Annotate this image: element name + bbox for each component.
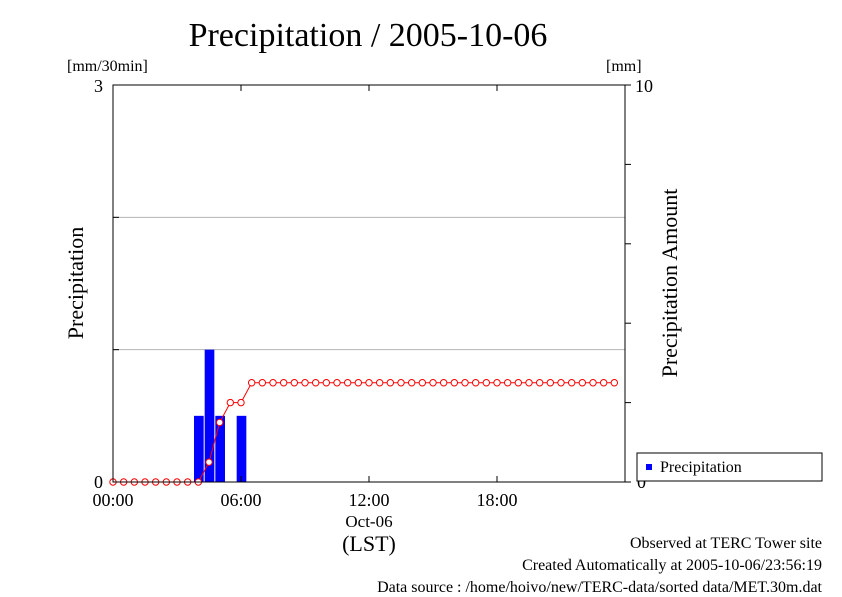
cumulative-point bbox=[439, 379, 448, 387]
cumulative-point bbox=[258, 379, 267, 387]
cumulative-point bbox=[418, 379, 427, 387]
cumulative-point bbox=[514, 379, 523, 387]
plot-frame bbox=[112, 84, 626, 483]
cumulative-point bbox=[546, 379, 555, 387]
cumulative-point bbox=[407, 379, 416, 387]
cumulative-point bbox=[578, 379, 587, 387]
footer-source: Data source : /home/hoivo/new/TERC-data/… bbox=[377, 579, 822, 596]
cumulative-point bbox=[375, 379, 384, 387]
cumulative-point bbox=[237, 398, 245, 407]
cumulative-point bbox=[215, 418, 224, 427]
grid-lines bbox=[113, 216, 625, 351]
y-tick-left-min: 0 bbox=[94, 472, 103, 492]
bar-series bbox=[194, 349, 247, 482]
y-axis-label-right: Precipitation Amount bbox=[657, 189, 682, 378]
x-tick-label: 18:00 bbox=[476, 490, 517, 510]
legend-swatch bbox=[646, 464, 652, 470]
cumulative-point bbox=[493, 379, 501, 387]
footer-created: Created Automatically at 2005-10-06/23:5… bbox=[522, 557, 822, 574]
right-axis-unit: [mm] bbox=[606, 58, 642, 75]
cumulative-point bbox=[567, 379, 576, 387]
axis-ticks bbox=[112, 84, 631, 483]
cumulative-point bbox=[557, 379, 565, 387]
cumulative-point bbox=[429, 379, 437, 387]
left-axis-unit: [mm/30min] bbox=[67, 58, 148, 75]
x-tick-label: 12:00 bbox=[348, 490, 389, 510]
cumulative-point bbox=[354, 379, 363, 387]
cumulative-point bbox=[397, 379, 405, 387]
footer-site: Observed at TERC Tower site bbox=[629, 535, 822, 552]
cumulative-point bbox=[450, 379, 459, 387]
cumulative-point bbox=[311, 379, 320, 387]
cumulative-point bbox=[461, 379, 469, 387]
cumulative-series bbox=[109, 379, 619, 486]
cumulative-point bbox=[535, 379, 544, 387]
x-date-label: Oct-06 bbox=[345, 512, 392, 531]
cumulative-point bbox=[386, 379, 395, 387]
y-tick-right-max: 10 bbox=[635, 76, 653, 96]
precip-bar bbox=[236, 415, 247, 482]
cumulative-point bbox=[269, 379, 277, 387]
cumulative-point bbox=[365, 379, 373, 387]
cumulative-point bbox=[589, 379, 597, 387]
cumulative-point bbox=[503, 379, 512, 387]
y-tick-right-min: 0 bbox=[637, 472, 646, 492]
cumulative-point bbox=[205, 458, 213, 466]
cumulative-point bbox=[333, 379, 341, 387]
cumulative-point bbox=[226, 398, 235, 407]
cumulative-point bbox=[343, 379, 352, 387]
cumulative-point bbox=[471, 379, 480, 387]
cumulative-point bbox=[279, 379, 288, 387]
x-zone-label: (LST) bbox=[342, 531, 396, 556]
precip-bar bbox=[215, 415, 225, 482]
x-tick-label: 06:00 bbox=[220, 490, 261, 510]
cumulative-point bbox=[525, 379, 533, 387]
y-tick-left-max: 3 bbox=[94, 76, 103, 96]
cumulative-point bbox=[290, 379, 299, 387]
chart-title: Precipitation / 2005-10-06 bbox=[189, 17, 548, 54]
legend-box bbox=[636, 452, 823, 482]
legend-label: Precipitation bbox=[660, 459, 742, 476]
cumulative-point bbox=[599, 379, 608, 387]
legend: Precipitation bbox=[636, 452, 823, 482]
cumulative-point bbox=[610, 379, 619, 387]
cumulative-line bbox=[113, 382, 615, 483]
precip-bar bbox=[204, 349, 215, 482]
cumulative-point bbox=[482, 379, 491, 387]
y-axis-label-left: Precipitation bbox=[63, 227, 88, 339]
precip-bar bbox=[194, 415, 204, 482]
cumulative-point bbox=[247, 379, 256, 387]
x-tick-label: 00:00 bbox=[92, 490, 133, 510]
cumulative-point bbox=[301, 379, 309, 387]
cumulative-point bbox=[322, 379, 331, 387]
